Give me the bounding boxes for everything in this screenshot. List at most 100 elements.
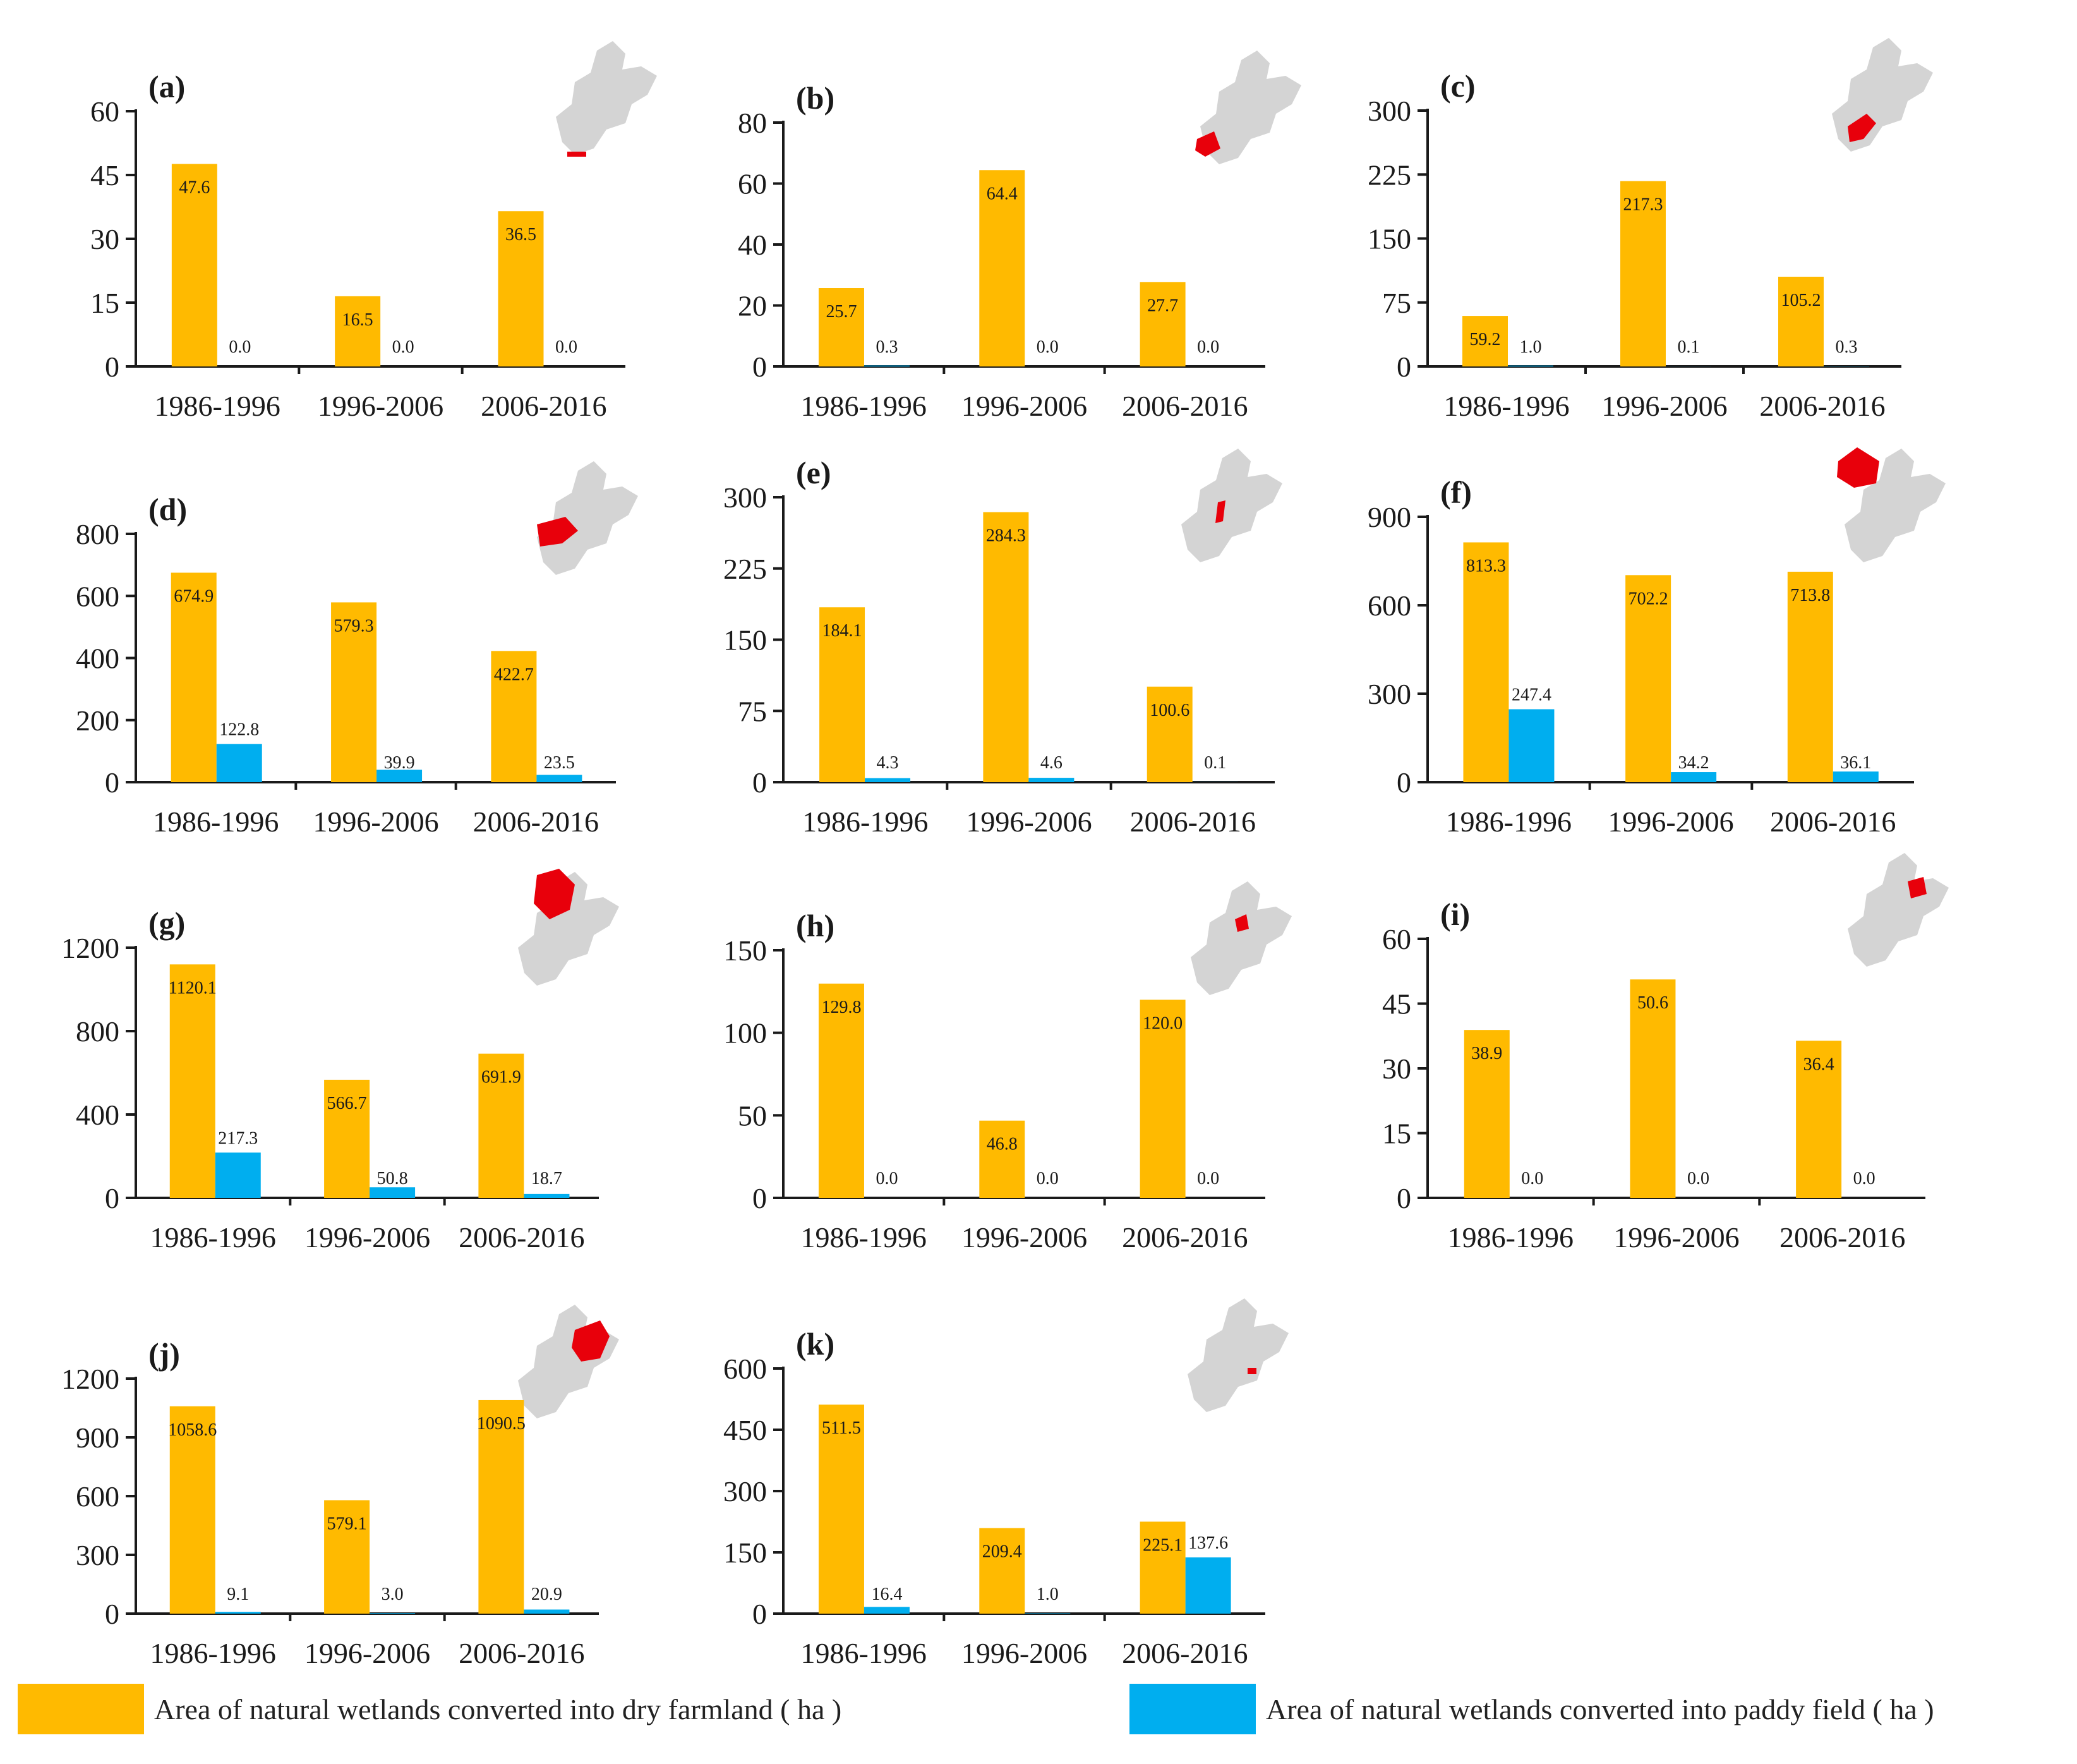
paddy-field-bar xyxy=(1833,771,1879,782)
dry-farmland-value-label: 511.5 xyxy=(822,1418,861,1438)
chart-panel-c: (c) 0 75 150 225 300 59.2 1.0 1986-1996 217.3 0.1 1… xyxy=(1368,38,1933,422)
paddy-field-value-label: 0.0 xyxy=(1037,337,1059,357)
x-category-label: 2006-2016 xyxy=(459,1637,584,1669)
x-category-label: 1986-1996 xyxy=(150,1221,276,1254)
liaoning-map-icon xyxy=(1848,853,1949,967)
paddy-field-value-label: 9.1 xyxy=(227,1585,249,1604)
dry-farmland-bar xyxy=(1625,575,1671,782)
dry-farmland-value-label: 1120.1 xyxy=(169,978,217,998)
legend-label-paddy: Area of natural wetlands converted into … xyxy=(1266,1693,1934,1725)
y-tick-label: 0 xyxy=(752,766,767,799)
legend-swatch-paddy xyxy=(1129,1684,1256,1734)
x-category-label: 1996-2006 xyxy=(1601,390,1727,422)
province-outline-icon xyxy=(1181,449,1282,562)
paddy-field-bar xyxy=(536,775,582,782)
dry-farmland-value-label: 100.6 xyxy=(1150,701,1189,720)
paddy-field-value-label: 247.4 xyxy=(1512,686,1551,705)
dry-farmland-value-label: 16.5 xyxy=(342,310,373,330)
y-tick-label: 200 xyxy=(76,704,119,737)
region-k-map-icon xyxy=(1248,1368,1256,1374)
paddy-field-value-label: 36.1 xyxy=(1840,753,1871,773)
dry-farmland-value-label: 105.2 xyxy=(1781,291,1821,310)
liaoning-map-icon xyxy=(518,869,619,986)
paddy-field-value-label: 0.0 xyxy=(1687,1169,1709,1188)
liaoning-map-icon xyxy=(556,41,657,157)
y-tick-label: 75 xyxy=(1382,287,1411,319)
y-tick-label: 100 xyxy=(723,1017,767,1049)
dry-farmland-bar xyxy=(1140,282,1186,366)
paddy-field-value-label: 0.1 xyxy=(1204,753,1226,773)
x-category-label: 1996-2006 xyxy=(961,1637,1087,1669)
dry-farmland-value-label: 691.9 xyxy=(481,1068,521,1087)
dry-farmland-bar xyxy=(1630,979,1676,1198)
y-tick-label: 45 xyxy=(1382,988,1411,1020)
x-category-label: 2006-2016 xyxy=(1122,1637,1248,1669)
dry-farmland-bar xyxy=(324,1079,370,1198)
legend-label-dry: Area of natural wetlands converted into … xyxy=(154,1693,842,1725)
paddy-field-value-label: 0.3 xyxy=(1836,337,1858,357)
panel-label: (e) xyxy=(796,455,831,490)
y-tick-label: 0 xyxy=(752,1182,767,1214)
y-tick-label: 150 xyxy=(723,624,767,656)
y-tick-label: 15 xyxy=(1382,1118,1411,1150)
y-tick-label: 75 xyxy=(738,695,767,727)
dry-farmland-value-label: 36.5 xyxy=(505,225,536,245)
dry-farmland-value-label: 422.7 xyxy=(494,665,534,684)
province-outline-icon xyxy=(1200,51,1301,164)
x-category-label: 2006-2016 xyxy=(1130,806,1256,838)
liaoning-map-icon xyxy=(1837,447,1946,562)
dry-farmland-value-label: 38.9 xyxy=(1471,1044,1502,1063)
y-tick-label: 30 xyxy=(1382,1053,1411,1085)
region-j-map-icon xyxy=(572,1320,610,1362)
y-tick-label: 300 xyxy=(76,1539,119,1571)
y-tick-label: 0 xyxy=(1397,766,1411,799)
paddy-field-value-label: 0.0 xyxy=(876,1169,898,1188)
dry-farmland-value-label: 713.8 xyxy=(1790,586,1830,605)
panel-label: (d) xyxy=(148,492,187,527)
region-a-map-icon xyxy=(567,152,586,157)
y-tick-label: 1200 xyxy=(61,1363,119,1395)
x-category-label: 1986-1996 xyxy=(150,1637,276,1669)
paddy-field-value-label: 0.0 xyxy=(1521,1169,1543,1188)
province-outline-icon xyxy=(1832,38,1933,152)
dry-farmland-bar xyxy=(818,983,864,1198)
x-category-label: 1986-1996 xyxy=(1448,1221,1574,1254)
province-outline-icon xyxy=(537,461,638,575)
dry-farmland-value-label: 702.2 xyxy=(1628,589,1668,608)
dry-farmland-value-label: 27.7 xyxy=(1147,296,1178,315)
dry-farmland-bar xyxy=(1462,316,1508,366)
dry-farmland-value-label: 284.3 xyxy=(986,526,1026,546)
liaoning-map-icon xyxy=(1195,51,1301,164)
y-tick-label: 0 xyxy=(752,1598,767,1630)
dry-farmland-bar xyxy=(818,1405,864,1614)
dry-farmland-value-label: 46.8 xyxy=(987,1135,1018,1154)
x-category-label: 1996-2006 xyxy=(304,1637,430,1669)
paddy-field-value-label: 39.9 xyxy=(384,753,415,773)
dry-farmland-bar xyxy=(498,211,544,366)
dry-farmland-bar xyxy=(1140,1521,1186,1614)
dry-farmland-bar xyxy=(478,1053,524,1198)
region-f-map-icon xyxy=(1837,447,1879,488)
x-category-label: 1996-2006 xyxy=(961,390,1087,422)
paddy-field-bar xyxy=(370,1613,416,1614)
paddy-field-bar xyxy=(370,1187,416,1198)
y-tick-label: 600 xyxy=(1368,589,1411,622)
x-category-label: 1996-2006 xyxy=(313,806,438,838)
y-tick-label: 900 xyxy=(76,1422,119,1454)
region-g-map-icon xyxy=(534,869,575,919)
paddy-field-value-label: 0.0 xyxy=(1037,1169,1059,1188)
dry-farmland-bar xyxy=(335,296,381,366)
x-category-label: 1996-2006 xyxy=(961,1221,1087,1254)
panel-label: (b) xyxy=(796,80,834,116)
chart-panel-e: (e) 0 75 150 225 300 184.1 4.3 1986-1996 284.3 4.6… xyxy=(723,449,1282,838)
y-tick-label: 300 xyxy=(723,481,767,514)
dry-farmland-value-label: 813.3 xyxy=(1466,556,1506,576)
paddy-field-value-label: 3.0 xyxy=(382,1585,404,1604)
chart-panel-i: (i) 0 15 30 45 60 38.9 0.0 1986-1996 50.6 0.0 1996-… xyxy=(1382,853,1949,1254)
paddy-field-bar xyxy=(524,1193,570,1198)
dry-farmland-bar xyxy=(818,287,864,366)
panel-label: (c) xyxy=(1440,68,1476,104)
paddy-field-value-label: 34.2 xyxy=(1678,753,1709,773)
dry-farmland-bar xyxy=(979,1120,1025,1198)
paddy-field-bar xyxy=(216,744,262,782)
